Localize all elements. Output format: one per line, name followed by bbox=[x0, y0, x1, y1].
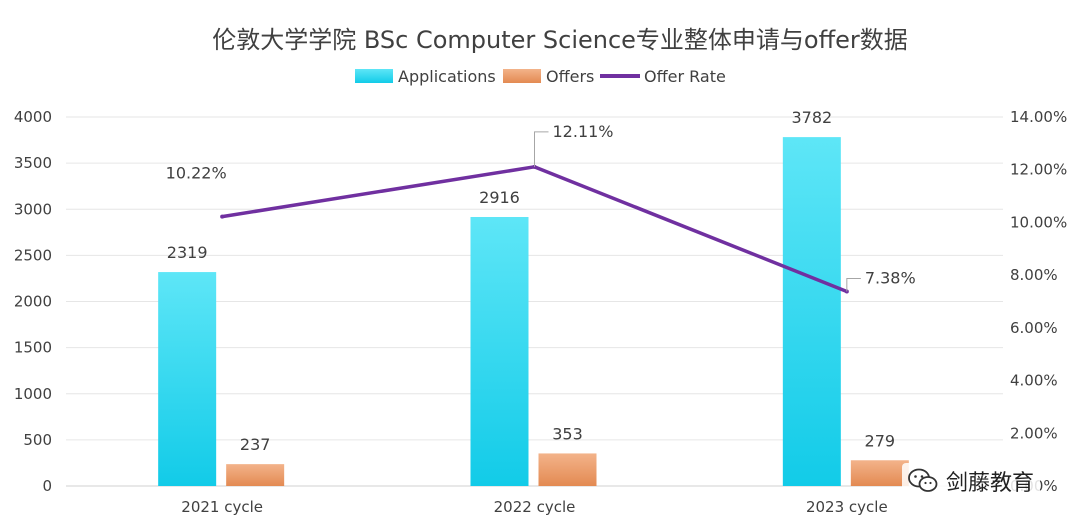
watermark-text: 剑藤教育 bbox=[945, 471, 1034, 496]
y-axis-left: 0 500 1000 1500 2000 2500 3000 3500 4000 bbox=[14, 108, 52, 495]
y-left-tick-label: 0 bbox=[42, 477, 52, 495]
y-left-tick-label: 4000 bbox=[14, 108, 52, 126]
bar-applications bbox=[158, 272, 217, 486]
y-axis-right: 0.00%2.00%4.00%6.00%8.00%10.00%12.00%14.… bbox=[1010, 108, 1067, 495]
y-left-tick-label: 1000 bbox=[14, 385, 52, 403]
x-tick-label: 2021 cycle bbox=[181, 498, 263, 516]
legend-swatch-offers bbox=[503, 69, 541, 83]
y-left-tick-label: 500 bbox=[23, 431, 52, 449]
data-label-offers: 237 bbox=[240, 435, 271, 454]
data-label-applications: 3782 bbox=[791, 108, 832, 127]
y-right-tick-label: 12.00% bbox=[1010, 161, 1067, 179]
y-right-tick-label: 2.00% bbox=[1010, 424, 1058, 442]
watermark: 剑藤教育 bbox=[901, 463, 1040, 499]
bars: 2319 237 2916 353 3782 279 bbox=[158, 108, 909, 486]
data-label-applications: 2916 bbox=[479, 188, 520, 207]
y-right-tick-label: 6.00% bbox=[1010, 319, 1058, 337]
data-label-offers: 353 bbox=[552, 424, 583, 443]
leader-line bbox=[534, 131, 549, 167]
bar-offers bbox=[226, 464, 285, 486]
y-left-tick-label: 2500 bbox=[14, 246, 52, 264]
y-right-tick-label: 8.00% bbox=[1010, 266, 1058, 284]
wechat-icon bbox=[908, 468, 938, 492]
y-left-tick-label: 3500 bbox=[14, 154, 52, 172]
chart-title: 伦敦大学学院 BSc Computer Science专业整体申请与offer数… bbox=[212, 26, 908, 54]
bar-offers bbox=[538, 453, 597, 486]
y-right-tick-label: 14.00% bbox=[1010, 108, 1067, 126]
y-left-tick-label: 1500 bbox=[14, 339, 52, 357]
legend-label-offers: Offers bbox=[546, 67, 594, 86]
y-left-tick-label: 3000 bbox=[14, 200, 52, 218]
x-tick-label: 2023 cycle bbox=[806, 498, 888, 516]
offer-rate-point bbox=[220, 214, 225, 219]
leader-line bbox=[846, 277, 861, 292]
legend-swatch-applications bbox=[355, 69, 393, 83]
y-right-tick-label: 4.00% bbox=[1010, 372, 1058, 390]
x-axis: 2021 cycle 2022 cycle 2023 cycle bbox=[181, 498, 887, 516]
legend-label-applications: Applications bbox=[398, 67, 496, 86]
data-label-offer-rate: 7.38% bbox=[865, 268, 916, 287]
offer-rate-series-line bbox=[221, 165, 848, 294]
data-label-offer-rate: 12.11% bbox=[553, 122, 614, 141]
bar-applications bbox=[470, 216, 529, 486]
legend-label-offer-rate: Offer Rate bbox=[644, 67, 726, 86]
bar-applications bbox=[782, 137, 841, 486]
offer-rate-line: 10.22% 12.11% 7.38% bbox=[166, 122, 916, 294]
legend: Applications Offers Offer Rate bbox=[355, 67, 726, 86]
y-right-tick-label: 10.00% bbox=[1010, 213, 1067, 231]
data-label-offers: 279 bbox=[865, 431, 896, 450]
bar-offers bbox=[850, 460, 909, 486]
y-left-tick-label: 2000 bbox=[14, 293, 52, 311]
x-tick-label: 2022 cycle bbox=[494, 498, 576, 516]
data-label-offer-rate: 10.22% bbox=[166, 164, 227, 183]
data-label-applications: 2319 bbox=[167, 243, 208, 262]
